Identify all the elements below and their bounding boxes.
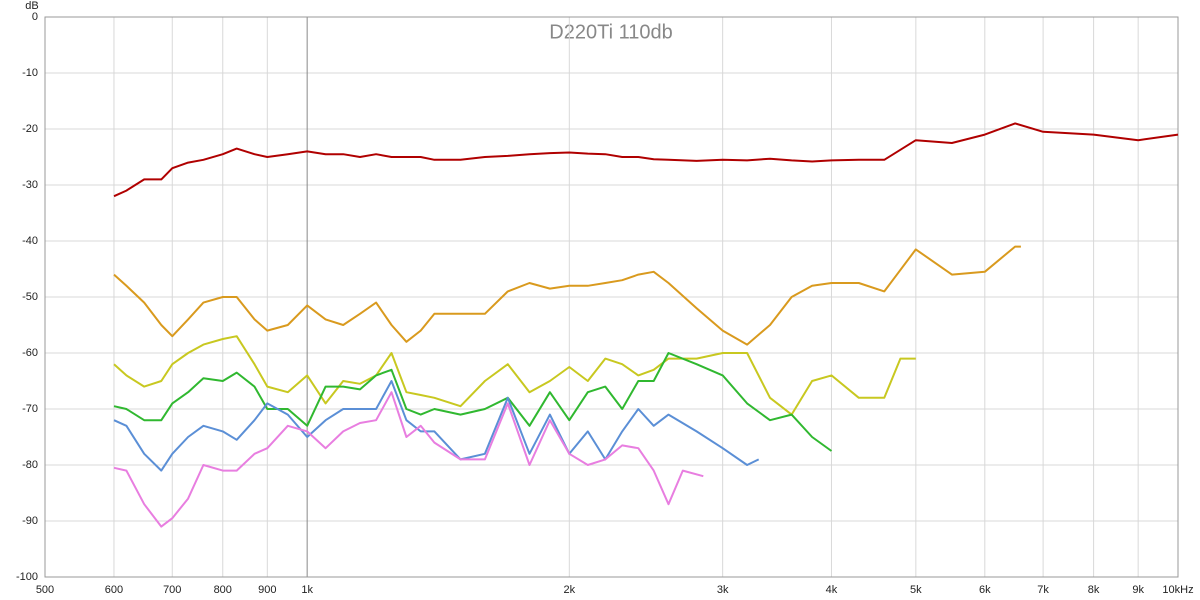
series-line — [113, 391, 704, 528]
x-tick-label: 2k — [563, 584, 575, 596]
x-tick-label: 900 — [258, 584, 276, 596]
y-axis-label: dB — [25, 0, 38, 12]
x-tick-label: 7k — [1037, 584, 1049, 596]
x-tick-label: 5k — [910, 584, 922, 596]
x-tick-label: 500 — [36, 584, 54, 596]
x-tick-label: 700 — [163, 584, 181, 596]
x-tick-label: 3k — [717, 584, 729, 596]
x-tick-label: 9k — [1132, 584, 1144, 596]
y-tick-label: -50 — [22, 291, 38, 303]
y-tick-label: -60 — [22, 347, 38, 359]
chart-title: D220Ti 110db — [549, 21, 672, 43]
y-tick-label: -100 — [16, 571, 38, 583]
y-tick-label: -80 — [22, 459, 38, 471]
y-tick-label: 0 — [32, 11, 38, 23]
series-line — [113, 380, 760, 472]
x-tick-label: 6k — [979, 584, 991, 596]
x-tick-label: 4k — [826, 584, 838, 596]
y-tick-label: -70 — [22, 403, 38, 415]
series-line — [113, 122, 1179, 198]
y-tick-label: -40 — [22, 235, 38, 247]
x-tick-label: 600 — [105, 584, 123, 596]
series-line — [113, 335, 916, 416]
series-line — [113, 352, 833, 452]
x-tick-label: 8k — [1088, 584, 1100, 596]
y-tick-label: -90 — [22, 515, 38, 527]
series-line — [113, 245, 1021, 346]
x-tick-label: 10kHz — [1162, 584, 1193, 596]
y-tick-label: -10 — [22, 67, 38, 79]
plot-frame — [44, 16, 1179, 578]
y-tick-label: -30 — [22, 179, 38, 191]
x-tick-label: 800 — [214, 584, 232, 596]
x-tick-label: 1k — [301, 584, 313, 596]
y-tick-label: -20 — [22, 123, 38, 135]
